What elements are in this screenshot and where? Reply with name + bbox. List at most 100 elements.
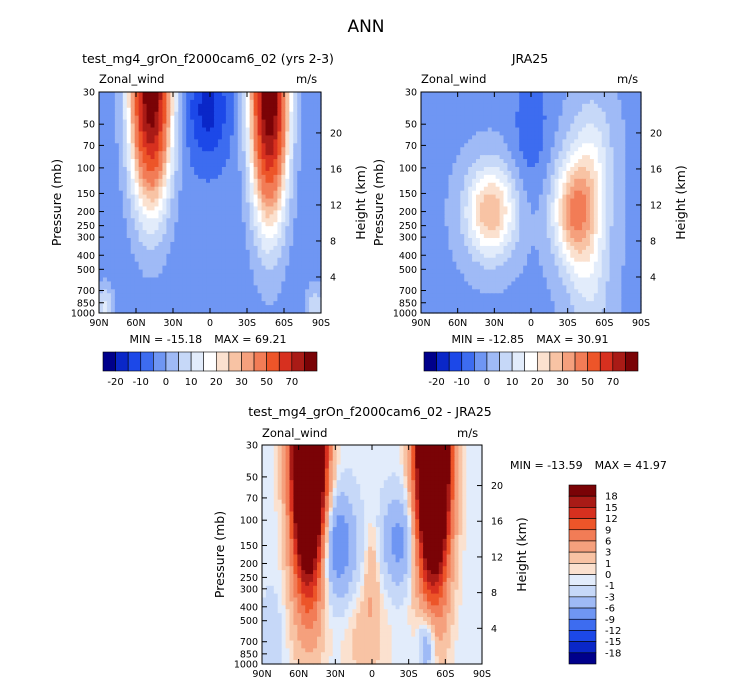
- contour-cell: [230, 159, 235, 164]
- contour-cell: [456, 104, 461, 109]
- contour-cell: [633, 96, 638, 101]
- contour-cell: [433, 139, 438, 144]
- contour-cell: [273, 195, 278, 200]
- contour-cell: [547, 159, 552, 164]
- contour-cell: [305, 187, 310, 192]
- contour-cell: [194, 187, 199, 192]
- contour-cell: [519, 108, 524, 113]
- contour-cell: [266, 297, 271, 302]
- contour-cell: [250, 199, 255, 204]
- contour-cell: [258, 206, 263, 211]
- contour-cell: [198, 147, 203, 152]
- contour-cell: [127, 120, 132, 125]
- contour-cell: [238, 187, 243, 192]
- contour-cell: [115, 262, 120, 267]
- contour-cell: [143, 116, 148, 121]
- contour-cell: [313, 100, 318, 105]
- contour-cell: [519, 187, 524, 192]
- contour-cell: [234, 96, 239, 101]
- contour-cell: [123, 171, 128, 176]
- contour-cell: [289, 199, 294, 204]
- contour-cell: [523, 116, 528, 121]
- contour-cell: [273, 191, 278, 196]
- contour-cell: [297, 266, 302, 271]
- contour-cell: [285, 214, 290, 219]
- contour-cell: [456, 155, 461, 160]
- contour-cell: [511, 155, 516, 160]
- contour-cell: [166, 285, 171, 290]
- contour-cell: [99, 234, 104, 239]
- contour-cell: [262, 301, 267, 306]
- contour-cell: [210, 112, 215, 117]
- contour-cell: [210, 246, 215, 251]
- contour-cell: [570, 163, 575, 168]
- contour-cell: [230, 281, 235, 286]
- contour-cell: [182, 222, 187, 227]
- contour-cell: [305, 258, 310, 263]
- contour-cell: [218, 293, 223, 298]
- contour-cell: [111, 163, 116, 168]
- contour-cell: [190, 206, 195, 211]
- contour-cell: [266, 238, 271, 243]
- contour-cell: [598, 199, 603, 204]
- contour-cell: [190, 108, 195, 113]
- contour-cell: [151, 289, 156, 294]
- contour-cell: [535, 112, 540, 117]
- contour-cell: [162, 226, 167, 231]
- contour-cell: [230, 214, 235, 219]
- contour-cell: [269, 301, 274, 306]
- contour-cell: [143, 246, 148, 251]
- contour-cell: [234, 274, 239, 279]
- contour-cell: [309, 100, 314, 105]
- contour-cell: [527, 179, 532, 184]
- contour-cell: [206, 262, 211, 267]
- contour-cell: [519, 143, 524, 148]
- contour-cell: [301, 120, 306, 125]
- x-tick-label: 90S: [312, 318, 330, 329]
- contour-cell: [293, 143, 298, 148]
- contour-cell: [266, 191, 271, 196]
- contour-cell: [527, 139, 532, 144]
- contour-cell: [143, 266, 148, 271]
- contour-cell: [258, 258, 263, 263]
- contour-cell: [166, 210, 171, 215]
- contour-cell: [523, 139, 528, 144]
- contour-cell: [309, 131, 314, 136]
- contour-cell: [301, 191, 306, 196]
- contour-cell: [131, 206, 136, 211]
- contour-cell: [551, 210, 556, 215]
- contour-cell: [460, 187, 465, 192]
- contour-cell: [246, 191, 251, 196]
- contour-cell: [135, 226, 140, 231]
- contour-cell: [492, 179, 497, 184]
- contour-cell: [614, 100, 619, 105]
- contour-cell: [266, 199, 271, 204]
- contour-cell: [277, 230, 282, 235]
- contour-cell: [449, 151, 454, 156]
- contour-cell: [143, 285, 148, 290]
- contour-cell: [111, 293, 116, 298]
- contour-cell: [206, 230, 211, 235]
- contour-cell: [269, 210, 274, 215]
- contour-cell: [139, 167, 144, 172]
- contour-cell: [262, 120, 267, 125]
- contour-cell: [170, 297, 175, 302]
- contour-cell: [586, 203, 591, 208]
- contour-cell: [111, 171, 116, 176]
- contour-cell: [468, 171, 473, 176]
- contour-cell: [562, 120, 567, 125]
- contour-cell: [297, 175, 302, 180]
- contour-cell: [625, 210, 630, 215]
- y-tick-label: 1000: [71, 309, 95, 320]
- contour-cell: [123, 116, 128, 121]
- contour-cell: [511, 124, 516, 129]
- contour-cell: [309, 151, 314, 156]
- contour-cell: [119, 151, 124, 156]
- contour-cell: [258, 230, 263, 235]
- contour-cell: [194, 151, 199, 156]
- contour-cell: [218, 270, 223, 275]
- contour-cell: [135, 92, 140, 97]
- contour-cell: [115, 120, 120, 125]
- contour-cell: [535, 175, 540, 180]
- contour-cell: [437, 139, 442, 144]
